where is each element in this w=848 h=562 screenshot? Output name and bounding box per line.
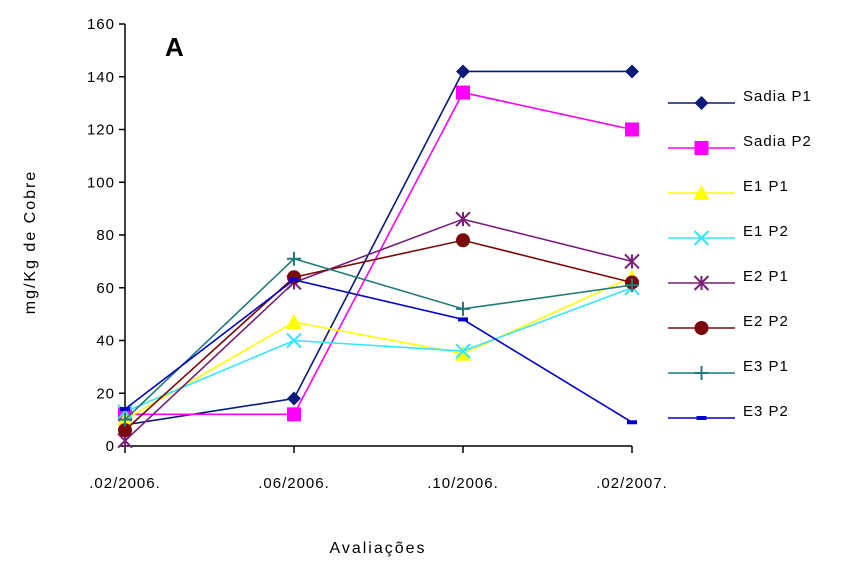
data-point bbox=[118, 412, 132, 427]
x-tick-label: .06/2006. bbox=[258, 475, 330, 492]
x-tick-label: .10/2006. bbox=[427, 475, 499, 492]
data-point bbox=[287, 251, 301, 266]
legend-item: E2 P2 bbox=[668, 313, 789, 335]
legend-marker bbox=[694, 366, 709, 380]
series-line bbox=[124, 70, 632, 426]
legend-label: E3 P1 bbox=[743, 358, 789, 375]
legend-item: E2 P1 bbox=[668, 268, 789, 291]
y-axis-title: mg/Kg de Cobre bbox=[22, 170, 39, 315]
series-line bbox=[125, 91, 633, 416]
series-e2-p2 bbox=[118, 233, 639, 438]
legend-label: E3 P2 bbox=[743, 403, 789, 420]
data-point bbox=[625, 64, 639, 79]
data-point bbox=[455, 343, 471, 359]
y-tick-label: 160 bbox=[87, 16, 115, 33]
legend-item: E3 P1 bbox=[668, 358, 789, 380]
y-tick-label: 100 bbox=[87, 174, 115, 191]
data-point bbox=[117, 404, 133, 420]
series-e3-p1 bbox=[118, 251, 639, 427]
series-line bbox=[124, 218, 633, 442]
series-e1-p1 bbox=[117, 269, 640, 427]
legend-marker bbox=[694, 96, 709, 110]
data-point bbox=[625, 122, 639, 137]
legend-marker bbox=[694, 141, 709, 155]
series-e2-p1 bbox=[117, 211, 640, 449]
y-tick-label: 40 bbox=[96, 333, 115, 350]
y-tick-label: 0 bbox=[106, 438, 115, 455]
y-tick-label: 80 bbox=[96, 227, 115, 244]
legend-marker bbox=[694, 321, 709, 335]
legend-item: E1 P2 bbox=[668, 223, 789, 246]
axes: 0 20 40 60 80 100 120 140 160 .02/2006. .06/2006..… bbox=[87, 16, 668, 492]
data-point bbox=[287, 270, 301, 285]
legend-item: E3 P2 bbox=[668, 403, 789, 420]
legend-marker bbox=[693, 275, 710, 291]
data-point bbox=[286, 314, 302, 330]
data-point bbox=[458, 317, 468, 322]
data-point bbox=[627, 420, 637, 425]
data-point bbox=[289, 277, 299, 282]
data-point bbox=[456, 64, 470, 79]
series-line bbox=[124, 287, 633, 413]
y-tick-label: 140 bbox=[87, 69, 115, 86]
legend-marker bbox=[696, 416, 707, 420]
x-tick-label: .02/2006. bbox=[89, 475, 161, 492]
data-point bbox=[624, 253, 640, 270]
series-e3-p2 bbox=[120, 277, 637, 425]
panel-label: A bbox=[165, 32, 184, 62]
data-point bbox=[286, 332, 302, 349]
legend-label: E2 P2 bbox=[743, 313, 789, 330]
data-point bbox=[118, 423, 132, 438]
x-axis-title: Avaliações bbox=[329, 540, 426, 557]
x-tick-label: .02/2007. bbox=[596, 475, 668, 492]
series-sadia-p1 bbox=[118, 64, 639, 432]
legend-item: E1 P1 bbox=[668, 178, 789, 200]
legend: Sadia P1 Sadia P2 E1 P1 E1 P2 E2 P1 E2 P2 E3 P… bbox=[668, 88, 812, 420]
data-point bbox=[455, 211, 471, 227]
series-line bbox=[124, 276, 633, 421]
legend-label: E1 P1 bbox=[743, 178, 789, 195]
series-line bbox=[124, 239, 633, 431]
data-point bbox=[120, 407, 130, 412]
legend-marker bbox=[693, 230, 710, 246]
legend-label: Sadia P1 bbox=[743, 88, 812, 105]
legend-label: Sadia P2 bbox=[743, 133, 812, 150]
series-sadia-p2 bbox=[118, 85, 639, 422]
data-point bbox=[455, 345, 471, 361]
series-e1-p2 bbox=[117, 280, 640, 420]
data-point bbox=[287, 391, 301, 406]
series-line bbox=[124, 278, 633, 423]
y-tick-label: 20 bbox=[96, 385, 115, 402]
series-line bbox=[124, 257, 633, 421]
y-tick-label: 120 bbox=[87, 122, 115, 139]
data-point bbox=[456, 85, 470, 100]
data-point bbox=[287, 407, 301, 422]
series-layer bbox=[117, 64, 640, 449]
legend-marker bbox=[693, 185, 710, 200]
legend-label: E2 P1 bbox=[743, 268, 789, 285]
data-point bbox=[456, 301, 470, 316]
legend-label: E1 P2 bbox=[743, 223, 789, 240]
legend-item: Sadia P1 bbox=[668, 88, 812, 110]
y-tick-label: 60 bbox=[96, 280, 115, 297]
data-point bbox=[456, 233, 470, 248]
data-point bbox=[625, 278, 639, 293]
legend-item: Sadia P2 bbox=[668, 133, 812, 155]
